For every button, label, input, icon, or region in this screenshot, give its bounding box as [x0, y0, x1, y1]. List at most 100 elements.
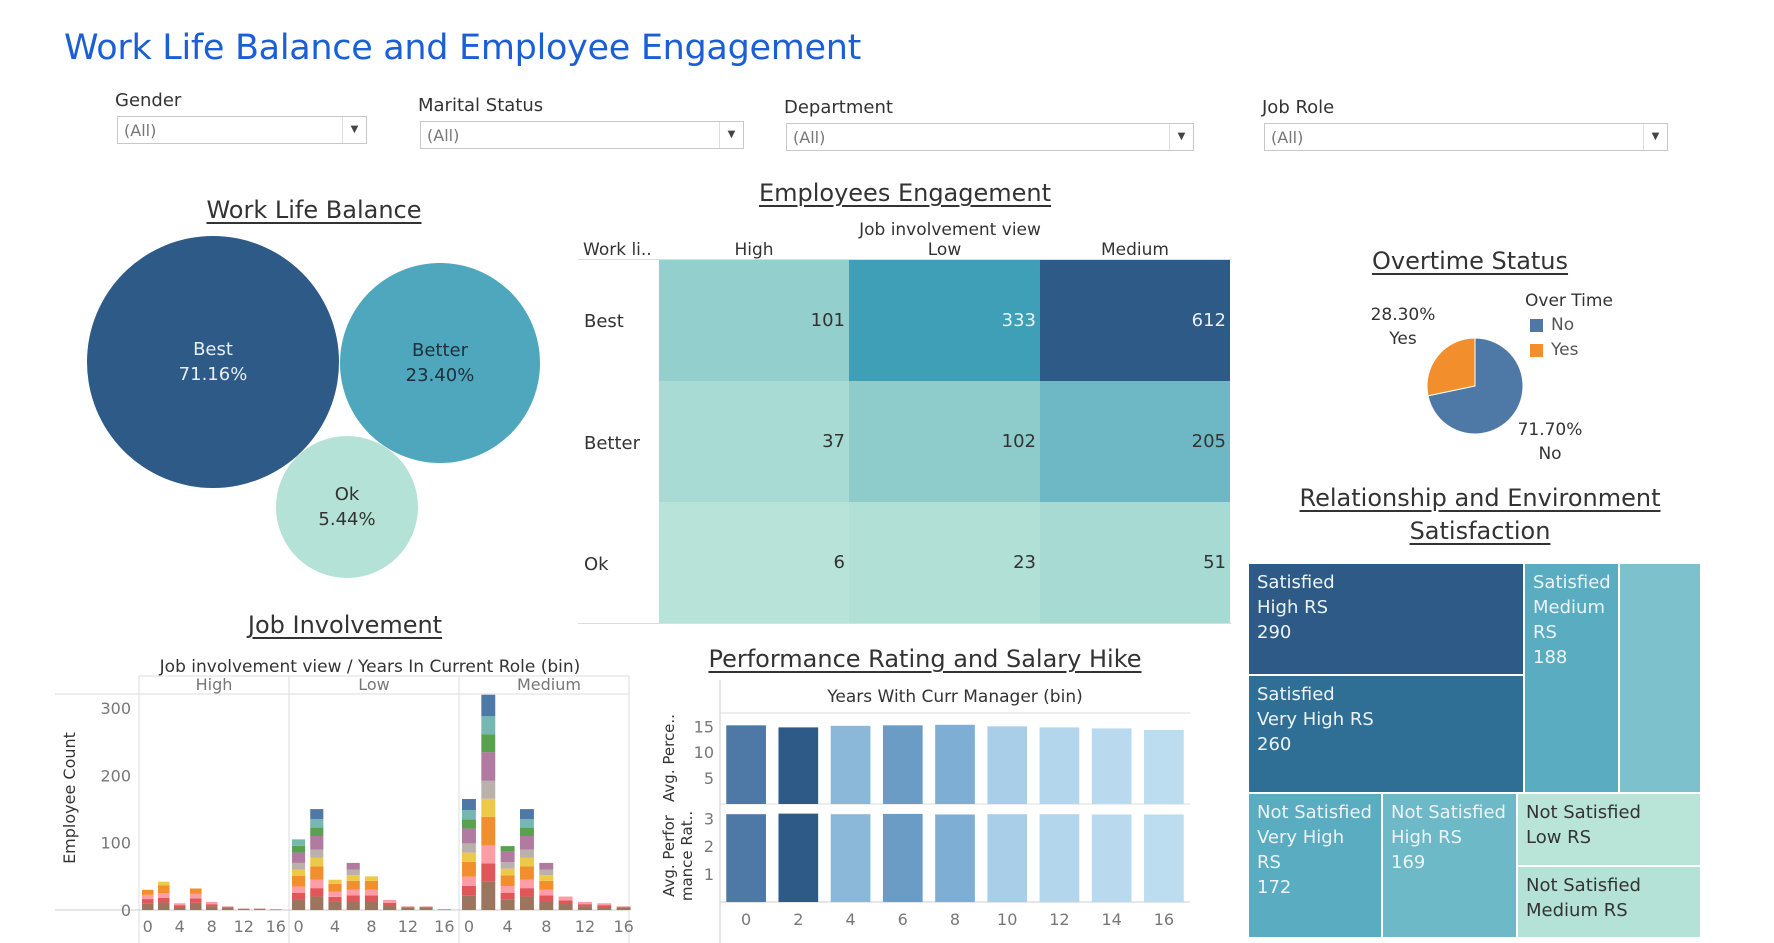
treemap-tile[interactable] [1620, 564, 1700, 794]
treemap-tile[interactable]: Not Satisfied Low RS [1518, 794, 1700, 867]
jobinv-bar-segment[interactable] [292, 845, 306, 853]
jobinv-bar-segment[interactable] [346, 895, 360, 902]
perf-rating-bar[interactable] [1144, 814, 1184, 902]
jobinv-bar-segment[interactable] [481, 716, 496, 735]
jobinv-bar-segment[interactable] [158, 885, 170, 894]
jobinv-bar-segment[interactable] [481, 816, 496, 846]
jobinv-bar-segment[interactable] [328, 901, 342, 910]
chevron-down-icon[interactable]: ▼ [342, 117, 366, 143]
jobinv-bar-segment[interactable] [500, 899, 515, 910]
overtime-legend-no[interactable]: No [1530, 315, 1574, 335]
jobinv-bar-segment[interactable] [481, 780, 496, 799]
jobinv-bar-segment[interactable] [292, 862, 306, 870]
heatmap-cell[interactable]: 51 [1040, 502, 1230, 623]
jobinv-bar-segment[interactable] [142, 889, 154, 895]
jobinv-bar-segment[interactable] [419, 907, 433, 910]
jobinv-bar-segment[interactable] [174, 907, 186, 910]
jobinv-bar-segment[interactable] [310, 888, 324, 897]
perf-rating-bar[interactable] [1091, 814, 1132, 902]
perf-salary-bar[interactable] [778, 727, 819, 804]
jobinv-bar-segment[interactable] [539, 901, 554, 910]
jobinv-bar-segment[interactable] [500, 892, 515, 900]
jobinv-bar-segment[interactable] [462, 876, 476, 886]
jobinv-bar-segment[interactable] [310, 857, 324, 867]
jobinv-bar-segment[interactable] [462, 810, 476, 820]
jobinv-bar-segment[interactable] [539, 889, 554, 896]
jobinv-bar-segment[interactable] [346, 901, 360, 910]
overtime-pie[interactable] [1425, 336, 1525, 436]
jobinv-bar-segment[interactable] [270, 909, 282, 910]
jobinv-bar-segment[interactable] [597, 907, 612, 910]
jobinv-bar-segment[interactable] [310, 849, 324, 858]
perf-rating-bar[interactable] [830, 814, 871, 902]
jobinv-bar-segment[interactable] [481, 734, 496, 753]
jobinv-bar-segment[interactable] [310, 809, 324, 820]
jobinv-bar-segment[interactable] [462, 819, 476, 829]
pie-slice-no[interactable] [1427, 337, 1524, 435]
jobinv-bar-segment[interactable] [206, 904, 218, 907]
jobinv-bar-segment[interactable] [383, 902, 397, 906]
jobinv-bar-segment[interactable] [142, 894, 154, 900]
jobinv-bar-segment[interactable] [520, 866, 534, 880]
jobinv-bar-segment[interactable] [206, 906, 218, 910]
jobinv-bar-segment[interactable] [578, 901, 592, 905]
jobinv-bar-segment[interactable] [401, 906, 415, 908]
perf-salary-bar[interactable] [1091, 728, 1132, 804]
jobinv-bar-segment[interactable] [292, 852, 306, 863]
jobinv-bar-segment[interactable] [364, 901, 379, 910]
jobinv-bar-segment[interactable] [292, 899, 306, 910]
filter-marital-dropdown[interactable]: (All) ▼ [420, 121, 744, 149]
jobinv-bar-segment[interactable] [328, 896, 342, 902]
treemap-tile[interactable]: Not Satisfied High RS 169 [1383, 794, 1518, 939]
jobinv-bar-segment[interactable] [401, 907, 415, 910]
filter-jobrole-dropdown[interactable]: (All) ▼ [1264, 123, 1668, 151]
jobinv-bar-segment[interactable] [520, 849, 534, 858]
jobinv-bar-segment[interactable] [346, 880, 360, 890]
overtime-legend-yes[interactable]: Yes [1530, 340, 1578, 360]
jobinv-bar-segment[interactable] [346, 889, 360, 896]
treemap-tile[interactable]: Satisfied High RS 290 [1249, 564, 1525, 676]
jobinv-bar-segment[interactable] [500, 851, 515, 863]
perf-rating-bar[interactable] [1039, 814, 1080, 902]
jobinv-bar-segment[interactable] [158, 897, 170, 903]
jobinv-bar-segment[interactable] [500, 875, 515, 887]
bubble-best[interactable]: Best 71.16% [87, 236, 339, 488]
treemap-tile[interactable]: Satisfied Very High RS 260 [1249, 676, 1525, 794]
heatmap-cell[interactable]: 102 [849, 381, 1040, 502]
pie-slice-yes[interactable] [1426, 337, 1476, 397]
jobinv-bar-segment[interactable] [539, 880, 554, 890]
filter-gender-dropdown[interactable]: (All) ▼ [117, 116, 367, 144]
jobinv-bar-segment[interactable] [462, 843, 476, 853]
jobinv-bar-segment[interactable] [190, 888, 202, 894]
perf-rating-bar[interactable] [726, 814, 766, 902]
perf-rating-bar[interactable] [778, 813, 819, 902]
jobinv-bar-segment[interactable] [481, 881, 496, 910]
jobinv-bar-segment[interactable] [481, 752, 496, 781]
perf-salary-bar[interactable] [987, 726, 1028, 804]
jobinv-bar-segment[interactable] [142, 899, 154, 904]
jobinv-bar-segment[interactable] [174, 905, 186, 908]
jobinv-bar-segment[interactable] [539, 862, 554, 870]
jobinv-bar-segment[interactable] [558, 896, 573, 901]
jobinv-bar-segment[interactable] [222, 907, 234, 910]
jobinv-bar-segment[interactable] [539, 875, 554, 881]
jobinv-bar-segment[interactable] [481, 798, 496, 817]
jobinv-bar-segment[interactable] [578, 904, 592, 907]
perf-salary-bar[interactable] [935, 724, 975, 804]
jobinv-bar-segment[interactable] [364, 876, 379, 881]
jobinv-bar-segment[interactable] [437, 909, 451, 910]
jobinv-bar-segment[interactable] [520, 827, 534, 836]
jobinv-bar-segment[interactable] [190, 893, 202, 899]
jobinv-bar-segment[interactable] [310, 819, 324, 828]
jobinv-bar-segment[interactable] [383, 899, 397, 903]
jobinv-bar-segment[interactable] [539, 869, 554, 876]
jobinv-bar-segment[interactable] [520, 809, 534, 820]
jobinv-bar-segment[interactable] [292, 886, 306, 893]
jobinv-bar-segment[interactable] [292, 875, 306, 887]
jobinv-bar-segment[interactable] [158, 902, 170, 910]
jobinv-bar-segment[interactable] [597, 903, 612, 906]
heatmap-cell[interactable]: 37 [659, 381, 849, 502]
jobinv-bar-segment[interactable] [190, 898, 202, 903]
jobinv-bar-segment[interactable] [462, 799, 476, 811]
jobinv-bar-segment[interactable] [520, 836, 534, 850]
